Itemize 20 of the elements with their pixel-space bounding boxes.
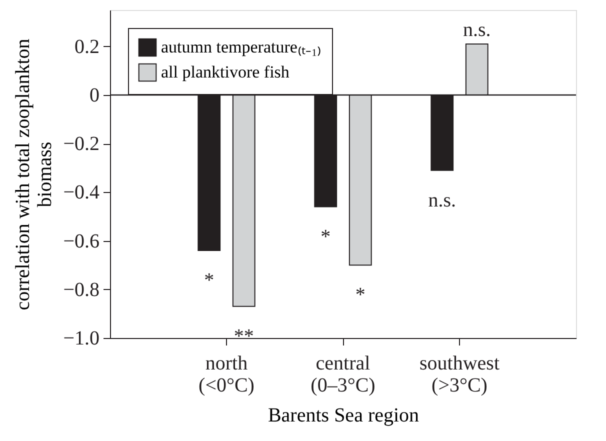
legend-label: autumn temperature₍ₜ₋₁₎ xyxy=(161,38,322,56)
x-tick-label: central (0–3°C) xyxy=(310,352,376,396)
y-tick-label: 0 xyxy=(90,84,100,107)
data-label: n.s. xyxy=(462,19,491,42)
data-label: ** xyxy=(234,325,254,348)
data-label: * xyxy=(355,284,366,306)
y-tick-label: 0.2 xyxy=(74,36,100,58)
data-label: * xyxy=(204,270,214,292)
y-axis-title: correlation with total zooplankton biomass xyxy=(12,38,56,310)
legend-label: all planktivore fish xyxy=(161,62,290,82)
x-tick-label: southwest (>3°C) xyxy=(420,352,500,396)
y-tick-label: −0.4 xyxy=(63,182,100,204)
x-tick-label: north (<0°C) xyxy=(198,352,254,396)
data-label: n.s. xyxy=(428,189,456,212)
y-tick-label: −0.6 xyxy=(63,230,100,252)
y-tick-label: −0.2 xyxy=(63,133,100,156)
data-label: * xyxy=(320,226,331,248)
y-tick-label: −0.8 xyxy=(63,278,100,301)
x-axis-title: Barents Sea region xyxy=(268,404,420,426)
y-tick-label: −1.0 xyxy=(63,328,100,350)
